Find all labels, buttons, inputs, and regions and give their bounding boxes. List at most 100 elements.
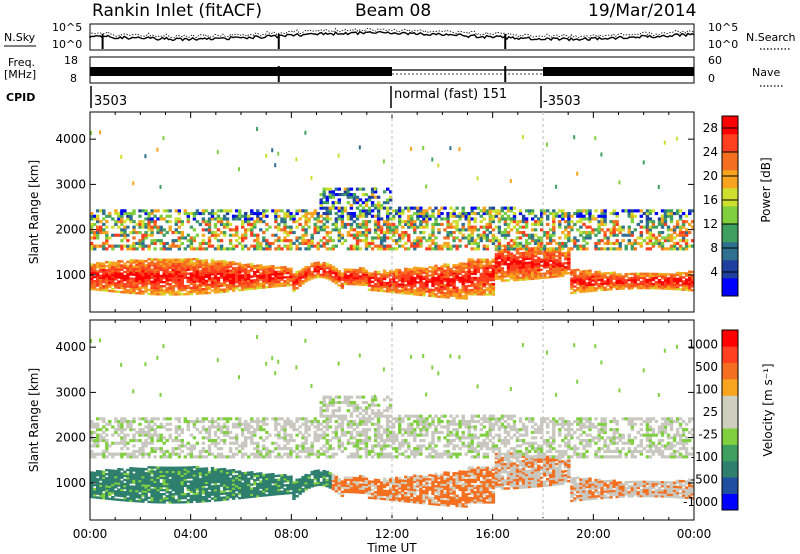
power-cell bbox=[521, 217, 526, 221]
power-cell bbox=[370, 272, 375, 275]
power-cell bbox=[500, 248, 505, 252]
power-cell bbox=[419, 225, 423, 229]
power-cell bbox=[171, 258, 175, 261]
power-cell bbox=[162, 247, 166, 251]
power-cell bbox=[651, 244, 656, 248]
power-cell bbox=[132, 271, 136, 274]
velocity-cell bbox=[165, 468, 169, 471]
power-cell bbox=[464, 287, 468, 290]
power-cell bbox=[346, 201, 351, 205]
power-cell bbox=[518, 264, 523, 267]
power-cell bbox=[515, 220, 520, 224]
power-cell bbox=[274, 239, 278, 243]
power-cell bbox=[570, 214, 574, 218]
power-cell bbox=[222, 259, 227, 263]
velocity-cell bbox=[162, 470, 166, 473]
power-cell bbox=[162, 268, 166, 272]
power-cell bbox=[521, 268, 526, 271]
power-cell bbox=[416, 214, 420, 218]
power-cell bbox=[512, 217, 517, 221]
power-cell bbox=[201, 263, 206, 266]
power-cell bbox=[413, 206, 417, 210]
power-cell bbox=[337, 236, 341, 240]
power-cell bbox=[521, 276, 526, 279]
power-cell bbox=[138, 280, 142, 283]
power-cell bbox=[120, 217, 124, 221]
power-cell bbox=[99, 284, 103, 288]
power-cell bbox=[419, 239, 423, 243]
velocity-cell bbox=[114, 441, 118, 445]
power-cell bbox=[546, 272, 550, 275]
power-cell bbox=[376, 206, 381, 210]
power-cell bbox=[201, 241, 206, 245]
power-cell bbox=[546, 142, 548, 147]
power-cell bbox=[573, 244, 577, 248]
power-data-cells bbox=[90, 127, 695, 300]
power-cell bbox=[546, 231, 550, 235]
power-cell bbox=[213, 217, 218, 221]
power-cell bbox=[355, 236, 360, 240]
power-cell bbox=[144, 264, 148, 267]
power-cell bbox=[216, 247, 221, 251]
power-cell bbox=[675, 233, 680, 237]
velocity-cell bbox=[105, 441, 109, 445]
velocity-cell bbox=[123, 417, 127, 421]
velocity-cell bbox=[168, 433, 172, 437]
power-cell bbox=[537, 239, 541, 243]
power-cell bbox=[382, 283, 387, 287]
power-cell bbox=[503, 275, 508, 278]
power-cell bbox=[491, 291, 496, 294]
power-cell bbox=[325, 201, 329, 205]
power-cell bbox=[603, 274, 607, 277]
velocity-cell bbox=[177, 433, 181, 437]
velocity-cell bbox=[159, 425, 163, 429]
power-cell bbox=[688, 282, 692, 286]
power-cell bbox=[174, 244, 178, 248]
power-cell bbox=[280, 278, 284, 281]
power-cell bbox=[500, 214, 505, 218]
velocity-cell bbox=[186, 484, 190, 487]
power-cell bbox=[138, 265, 142, 269]
power-cell bbox=[500, 233, 505, 237]
power-cell bbox=[410, 274, 414, 277]
power-cell bbox=[585, 271, 589, 275]
power-cell bbox=[346, 214, 351, 218]
velocity-cell bbox=[177, 480, 181, 484]
power-cell bbox=[274, 247, 278, 251]
power-cell bbox=[588, 283, 592, 287]
power-cell bbox=[174, 258, 178, 261]
power-cell bbox=[340, 236, 345, 240]
power-cell bbox=[681, 231, 686, 235]
power-cell bbox=[446, 222, 450, 226]
power-cell bbox=[325, 225, 329, 229]
power-cell bbox=[458, 228, 462, 232]
power-cell bbox=[518, 272, 523, 275]
power-cell bbox=[241, 282, 245, 285]
power-cell bbox=[259, 247, 263, 251]
power-cell bbox=[600, 209, 604, 213]
power-cell bbox=[440, 287, 444, 290]
power-cell bbox=[461, 222, 465, 226]
power-cell bbox=[274, 225, 278, 229]
power-cell bbox=[518, 209, 523, 213]
power-cell bbox=[138, 231, 142, 235]
power-cell bbox=[310, 239, 314, 243]
power-cell bbox=[675, 285, 680, 289]
power-cell bbox=[431, 274, 435, 277]
power-cell bbox=[470, 217, 474, 221]
power-cell bbox=[485, 262, 489, 266]
velocity-cell bbox=[171, 487, 175, 490]
power-cell bbox=[361, 267, 366, 270]
velocity-cell bbox=[135, 489, 139, 493]
power-cell bbox=[615, 279, 619, 282]
velocity-cell bbox=[111, 471, 115, 474]
power-cell bbox=[509, 277, 514, 280]
power-cell bbox=[373, 285, 378, 288]
power-cell bbox=[117, 264, 121, 267]
velocity-cell bbox=[135, 475, 139, 478]
power-cell bbox=[96, 220, 100, 224]
power-cell bbox=[579, 247, 583, 251]
power-cell bbox=[606, 272, 610, 275]
power-cell bbox=[280, 247, 284, 251]
power-cell bbox=[177, 287, 181, 290]
